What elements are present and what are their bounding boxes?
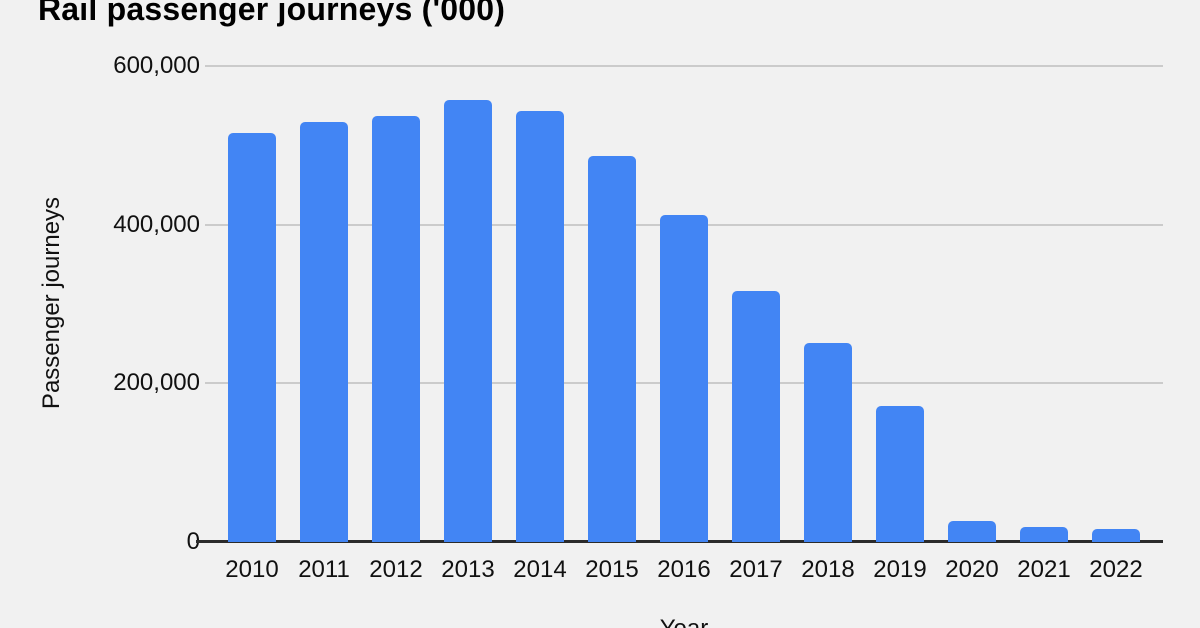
x-tick-label: 2017 xyxy=(729,556,783,583)
bar-2022 xyxy=(1092,529,1140,542)
bar-2014 xyxy=(516,111,564,542)
bar-2013 xyxy=(444,100,492,542)
x-tick-label: 2020 xyxy=(945,556,999,583)
bar-2017 xyxy=(732,291,780,542)
x-tick-label: 2021 xyxy=(1017,556,1071,583)
x-tick-label: 2015 xyxy=(585,556,639,583)
bar-2010 xyxy=(228,133,276,542)
bar-2018 xyxy=(804,343,852,542)
x-tick-label: 2016 xyxy=(657,556,711,583)
x-tick-label: 2018 xyxy=(801,556,855,583)
y-tick-label: 600,000 xyxy=(113,52,200,79)
x-axis-title: Year xyxy=(660,615,709,628)
y-tick-label: 0 xyxy=(186,528,200,555)
bar-2016 xyxy=(660,215,708,542)
bars-layer xyxy=(216,66,1152,542)
y-tick-label: 200,000 xyxy=(113,369,200,397)
x-tick-label: 2019 xyxy=(873,556,927,583)
gridline xyxy=(205,65,1163,67)
bar-2021 xyxy=(1020,527,1068,542)
x-tick-label: 2013 xyxy=(441,556,495,583)
bar-2019 xyxy=(876,406,924,542)
x-tick-label: 2012 xyxy=(369,556,423,583)
bar-2015 xyxy=(588,156,636,542)
chart-title: Rail passenger journeys ('000) xyxy=(38,0,506,27)
bar-2011 xyxy=(300,122,348,542)
bar-2012 xyxy=(372,116,420,542)
x-tick-label: 2014 xyxy=(513,556,567,583)
x-tick-label: 2010 xyxy=(225,556,279,583)
y-tick-label: 400,000 xyxy=(113,210,200,238)
x-axis-labels: 2010 2011 2012 2013 2014 2015 2016 2017 2018 2019… xyxy=(216,556,1152,584)
x-tick-label: 2011 xyxy=(298,556,350,583)
x-tick-label: 2022 xyxy=(1089,556,1143,583)
bar-2020 xyxy=(948,521,996,542)
